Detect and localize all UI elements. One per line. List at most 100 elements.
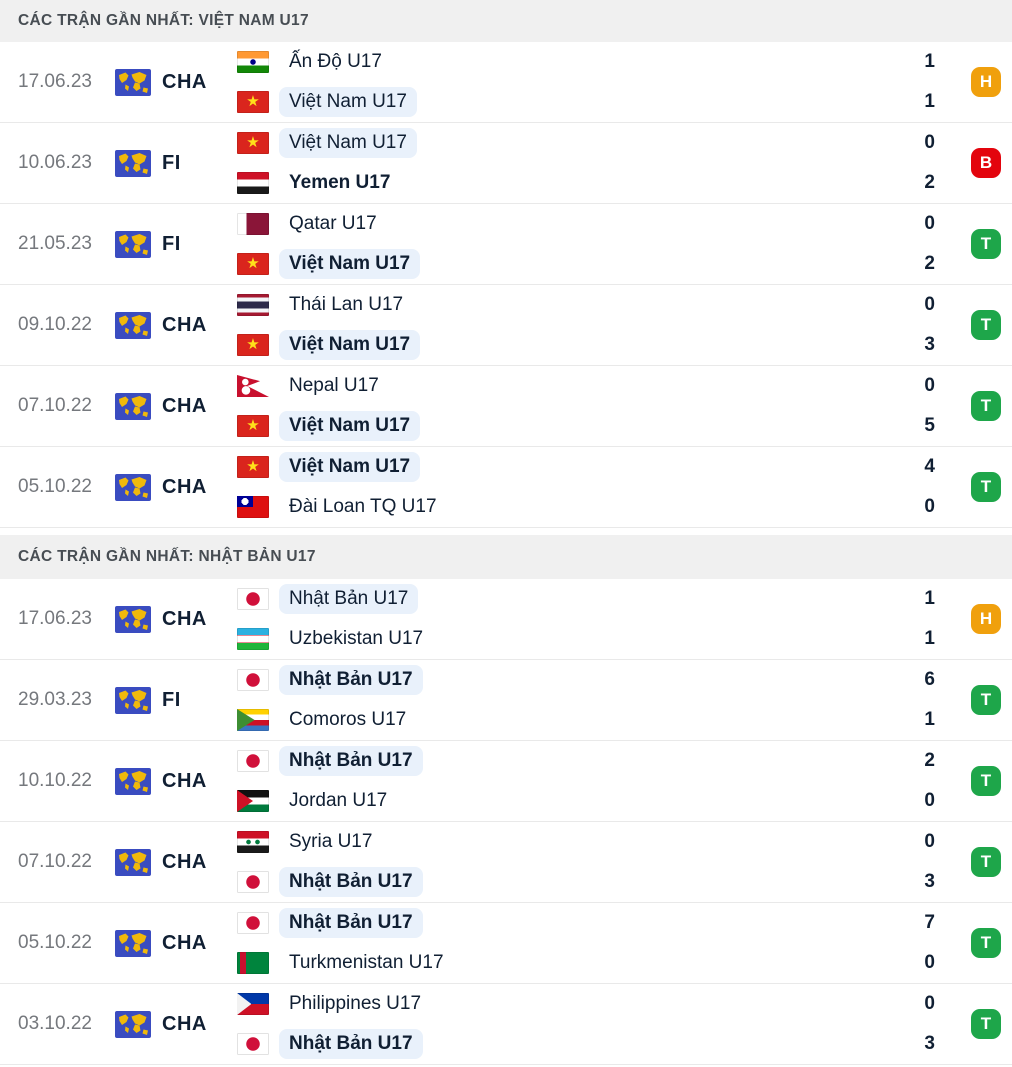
away-team-line: Việt Nam U17 3 bbox=[237, 325, 960, 365]
competition: FI bbox=[115, 686, 237, 714]
section-header: CÁC TRẬN GẦN NHẤT: NHẬT BẢN U17 bbox=[0, 535, 1012, 579]
result-badge: T bbox=[971, 766, 1001, 796]
match-row[interactable]: 05.10.22 CHA Nhật Bản U17 7 bbox=[0, 903, 1012, 984]
result-badge-column: T bbox=[960, 472, 1012, 502]
match-row[interactable]: 05.10.22 CHA Việt Nam U17 4 bbox=[0, 447, 1012, 528]
match-row[interactable]: 03.10.22 CHA Philippines U17 0 bbox=[0, 984, 1012, 1065]
home-team-line: Nhật Bản U17 6 bbox=[237, 660, 960, 700]
result-badge-column: H bbox=[960, 67, 1012, 97]
competition: CHA bbox=[115, 605, 237, 633]
competition: CHA bbox=[115, 767, 237, 795]
world-map-icon bbox=[115, 1010, 151, 1038]
match-row[interactable]: 17.06.23 CHA Ấn Độ U17 1 bbox=[0, 42, 1012, 123]
match-date: 07.10.22 bbox=[18, 851, 92, 872]
match-row[interactable]: 07.10.22 CHA Syria U17 0 bbox=[0, 822, 1012, 903]
away-team-score: 3 bbox=[924, 1033, 935, 1054]
match-row[interactable]: 21.05.23 FI Qatar U17 0 bbox=[0, 204, 1012, 285]
world-map-icon bbox=[115, 686, 151, 714]
section-title: CÁC TRẬN GẦN NHẤT: VIỆT NAM U17 bbox=[18, 12, 309, 29]
result-badge: T bbox=[971, 229, 1001, 259]
result-badge-column: H bbox=[960, 604, 1012, 634]
world-map-icon bbox=[115, 473, 151, 501]
home-team-name: Việt Nam U17 bbox=[279, 128, 417, 158]
competition-code: CHA bbox=[162, 394, 207, 417]
match-row[interactable]: 09.10.22 CHA Thái Lan U17 0 bbox=[0, 285, 1012, 366]
result-badge: T bbox=[971, 928, 1001, 958]
match-date: 05.10.22 bbox=[18, 476, 92, 497]
world-map-icon bbox=[115, 68, 151, 96]
home-team-score: 0 bbox=[924, 993, 935, 1014]
result-badge-column: T bbox=[960, 229, 1012, 259]
match-date: 03.10.22 bbox=[18, 1013, 92, 1034]
section-vietnam-recent-matches: CÁC TRẬN GẦN NHẤT: VIỆT NAM U17 17.06.23… bbox=[0, 0, 1012, 528]
home-team-line: Nhật Bản U17 7 bbox=[237, 903, 960, 943]
home-team-name: Qatar U17 bbox=[289, 213, 377, 234]
section-header: CÁC TRẬN GẦN NHẤT: VIỆT NAM U17 bbox=[0, 0, 1012, 42]
match-row[interactable]: 07.10.22 CHA Nepal U17 0 bbox=[0, 366, 1012, 447]
world-map-icon bbox=[115, 311, 151, 339]
away-team-score: 3 bbox=[924, 871, 935, 892]
away-team-flag-icon bbox=[237, 91, 269, 113]
home-team-name: Nhật Bản U17 bbox=[279, 584, 419, 614]
competition-code: CHA bbox=[162, 313, 207, 336]
result-badge: H bbox=[971, 604, 1001, 634]
competition-code: CHA bbox=[162, 769, 207, 792]
world-map-icon bbox=[115, 392, 151, 420]
away-team-flag-icon bbox=[237, 790, 269, 812]
world-map-icon bbox=[115, 767, 151, 795]
home-team-score: 0 bbox=[924, 213, 935, 234]
away-team-line: Yemen U17 2 bbox=[237, 163, 960, 203]
home-team-flag-icon bbox=[237, 213, 269, 235]
match-row[interactable]: 17.06.23 CHA Nhật Bản U17 1 bbox=[0, 579, 1012, 660]
away-team-flag-icon bbox=[237, 871, 269, 893]
away-team-name: Nhật Bản U17 bbox=[279, 1029, 423, 1059]
home-team-flag-icon bbox=[237, 588, 269, 610]
home-team-line: Việt Nam U17 4 bbox=[237, 447, 960, 487]
away-team-flag-icon bbox=[237, 415, 269, 437]
match-row[interactable]: 10.10.22 CHA Nhật Bản U17 2 bbox=[0, 741, 1012, 822]
away-team-name: Turkmenistan U17 bbox=[289, 952, 444, 973]
match-date: 05.10.22 bbox=[18, 932, 92, 953]
home-team-score: 6 bbox=[924, 669, 935, 690]
result-badge-column: B bbox=[960, 148, 1012, 178]
result-badge: T bbox=[971, 391, 1001, 421]
home-team-name: Syria U17 bbox=[289, 831, 373, 852]
away-team-flag-icon bbox=[237, 628, 269, 650]
away-team-name: Đài Loan TQ U17 bbox=[289, 496, 437, 517]
match-list: 17.06.23 CHA Nhật Bản U17 1 bbox=[0, 579, 1012, 1065]
away-team-name: Comoros U17 bbox=[289, 709, 407, 730]
away-team-line: Turkmenistan U17 0 bbox=[237, 943, 960, 983]
result-badge: H bbox=[971, 67, 1001, 97]
teams: Việt Nam U17 0 Yemen U17 2 bbox=[237, 123, 960, 203]
home-team-line: Nhật Bản U17 1 bbox=[237, 579, 960, 619]
away-team-score: 0 bbox=[924, 952, 935, 973]
away-team-flag-icon bbox=[237, 496, 269, 518]
away-team-score: 2 bbox=[924, 172, 935, 193]
away-team-name: Việt Nam U17 bbox=[279, 87, 417, 117]
home-team-score: 2 bbox=[924, 750, 935, 771]
match-date: 07.10.22 bbox=[18, 395, 92, 416]
away-team-flag-icon bbox=[237, 334, 269, 356]
away-team-score: 2 bbox=[924, 253, 935, 274]
match-row[interactable]: 10.06.23 FI Việt Nam U17 0 bbox=[0, 123, 1012, 204]
result-badge: T bbox=[971, 847, 1001, 877]
teams: Syria U17 0 Nhật Bản U17 3 bbox=[237, 822, 960, 902]
away-team-line: Nhật Bản U17 3 bbox=[237, 862, 960, 902]
home-team-line: Syria U17 0 bbox=[237, 822, 960, 862]
away-team-flag-icon bbox=[237, 172, 269, 194]
competition: CHA bbox=[115, 68, 237, 96]
home-team-flag-icon bbox=[237, 993, 269, 1015]
home-team-score: 0 bbox=[924, 132, 935, 153]
home-team-flag-icon bbox=[237, 456, 269, 478]
result-badge-column: T bbox=[960, 928, 1012, 958]
away-team-score: 0 bbox=[924, 790, 935, 811]
teams: Thái Lan U17 0 Việt Nam U17 3 bbox=[237, 285, 960, 365]
match-row[interactable]: 29.03.23 FI Nhật Bản U17 6 bbox=[0, 660, 1012, 741]
competition-code: FI bbox=[162, 151, 181, 174]
away-team-score: 1 bbox=[924, 709, 935, 730]
teams: Ấn Độ U17 1 Việt Nam U17 1 bbox=[237, 42, 960, 122]
away-team-line: Nhật Bản U17 3 bbox=[237, 1024, 960, 1064]
away-team-name: Nhật Bản U17 bbox=[279, 867, 423, 897]
match-date: 21.05.23 bbox=[18, 233, 92, 254]
world-map-icon bbox=[115, 929, 151, 957]
